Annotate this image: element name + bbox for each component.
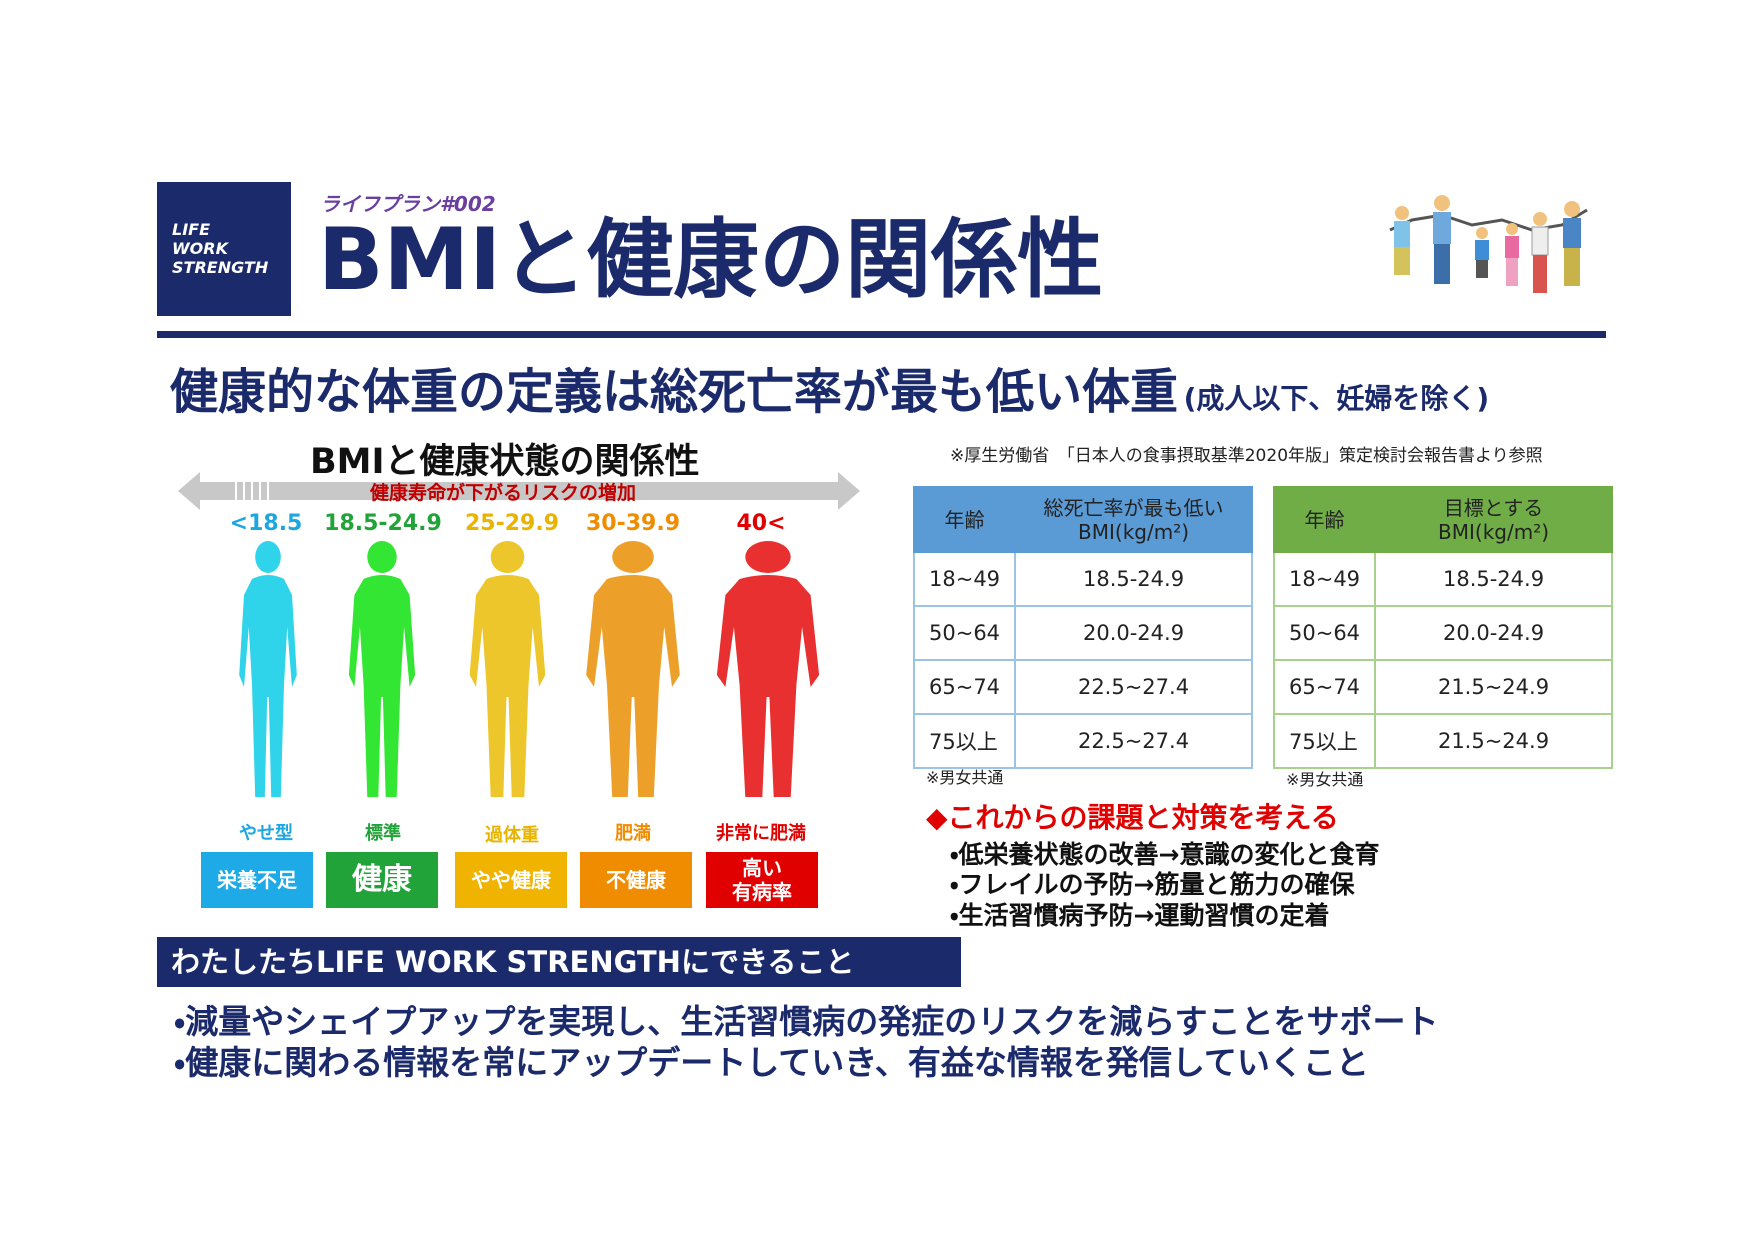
body — [469, 541, 546, 797]
series: ライフプラン#002 — [320, 192, 496, 216]
body — [716, 541, 820, 797]
table-header: 目標とする BMI(kg/m²) — [1374, 486, 1613, 553]
body — [239, 541, 297, 797]
logo: LIFE WORK STRENGTH — [157, 182, 291, 316]
subtitle-main: 健康的な体重の定義は総死亡率が最も低い体重 — [170, 364, 1179, 420]
status-box: 高い 有病率 — [706, 852, 818, 908]
cell: 75以上 — [1272, 713, 1377, 769]
body — [586, 541, 680, 797]
logo-line: STRENGTH — [172, 258, 269, 277]
body — [348, 541, 416, 797]
logo-line: LIFE — [172, 220, 211, 239]
cell: 65~74 — [912, 659, 1017, 715]
cell: 50~64 — [1272, 605, 1377, 661]
status-box: 健康 — [326, 852, 438, 908]
cell: 22.5~27.4 — [1014, 713, 1253, 769]
table-header: 総死亡率が最も低い BMI(kg/m²) — [1014, 486, 1253, 553]
range: 30-39.9 — [585, 511, 681, 536]
arrow-label: 健康寿命が下がるリスクの増加 — [370, 482, 637, 504]
cell: 22.5~27.4 — [1014, 659, 1253, 715]
body-label: 非常に肥満 — [716, 823, 806, 844]
cell: 65~74 — [1272, 659, 1377, 715]
table-header: 年齢 — [912, 486, 1017, 553]
logo-line: WORK — [172, 239, 228, 258]
issue-item: ・生活習慣病予防→運動習慣の定着 — [950, 901, 1330, 930]
risk-arrow — [178, 472, 860, 510]
status-box: 不健康 — [580, 852, 692, 908]
header-rule — [157, 331, 1606, 338]
cell: 18.5-24.9 — [1014, 551, 1253, 607]
range: 40< — [736, 511, 786, 536]
cell: 20.0-24.9 — [1374, 605, 1613, 661]
infographic-title: BMIと健康状態の関係性 — [310, 442, 700, 482]
range: 25-29.9 — [464, 511, 560, 536]
issues-title: ◆これからの課題と対策を考える — [926, 801, 1339, 834]
section-item: ・減量やシェイプアップを実現し、生活習慣病の発症のリスクを減らすことをサポート — [174, 1002, 1439, 1041]
section-item: ・健康に関わる情報を常にアップデートしていき、有益な情報を発信していくこと — [174, 1043, 1369, 1082]
cell: 18~49 — [912, 551, 1017, 607]
source-note: ※厚生労働省 「日本人の食事摂取基準2020年版」策定検討会報告書より参照 — [950, 446, 1543, 466]
title: BMIと健康の関係性 — [318, 210, 1104, 310]
cell: 50~64 — [912, 605, 1017, 661]
table-note: ※男女共通 — [1286, 770, 1364, 789]
cell: 18~49 — [1272, 551, 1377, 607]
cell: 18.5-24.9 — [1374, 551, 1613, 607]
issue-item: ・低栄養状態の改善→意識の変化と食育 — [950, 840, 1380, 869]
bmi-table: 年齢 総死亡率が最も低い BMI(kg/m²) 18~49 18.5-24.9 50… — [912, 486, 1253, 769]
table-header: 年齢 — [1272, 486, 1377, 553]
status-box: 栄養不足 — [201, 852, 313, 908]
section-banner: わたしたちLIFE WORK STRENGTHにできること — [157, 937, 961, 987]
cell: 75以上 — [912, 713, 1017, 769]
table-note: ※男女共通 — [926, 768, 1004, 787]
figures — [1394, 195, 1581, 293]
body-label: 標準 — [365, 823, 401, 844]
body-figures — [239, 541, 820, 797]
subtitle: 健康的な体重の定義は総死亡率が最も低い体重 (成人以下、妊婦を除く) — [170, 352, 1489, 422]
bmi-table: 年齢 目標とする BMI(kg/m²) 18~49 18.5-24.9 50~64 2… — [1272, 486, 1613, 769]
body-label: やせ型 — [239, 823, 293, 844]
body-label: 肥満 — [615, 823, 651, 844]
range: <18.5 — [229, 511, 303, 536]
cell: 21.5~24.9 — [1374, 659, 1613, 715]
body-label: 過体重 — [485, 825, 539, 846]
cell: 20.0-24.9 — [1014, 605, 1253, 661]
subtitle-note: (成人以下、妊婦を除く) — [1183, 382, 1490, 415]
family-illustration — [1389, 195, 1588, 293]
status-box: やや健康 — [455, 852, 567, 908]
issue-item: ・フレイルの予防→筋量と筋力の確保 — [950, 870, 1355, 899]
cell: 21.5~24.9 — [1374, 713, 1613, 769]
range: 18.5-24.9 — [324, 511, 442, 536]
